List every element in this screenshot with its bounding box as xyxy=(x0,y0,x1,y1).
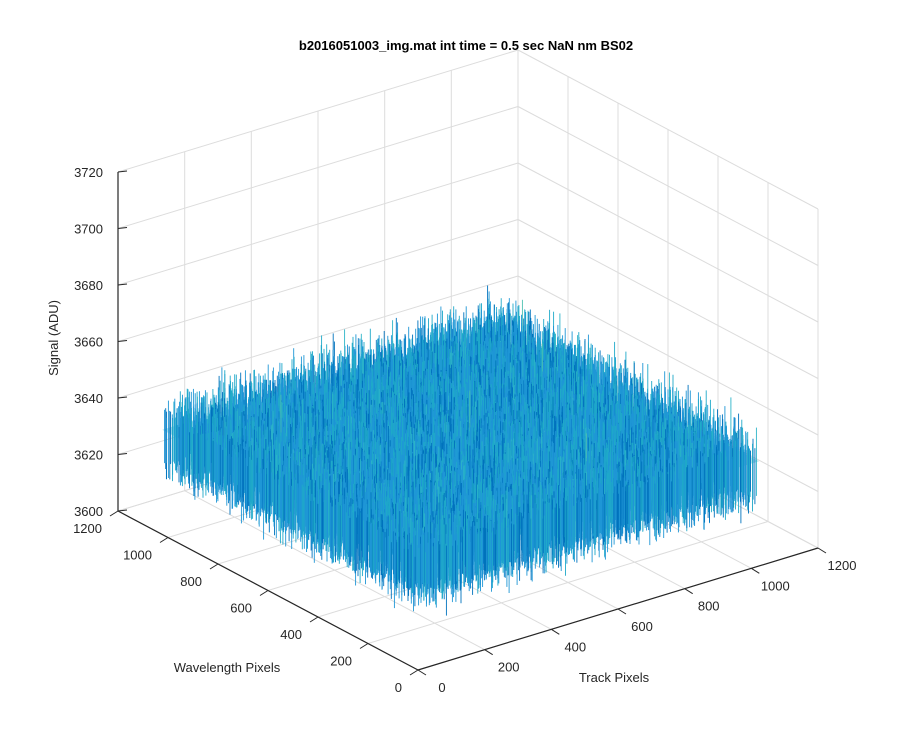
floor-grid-line xyxy=(367,521,769,644)
right-wall-grid-line xyxy=(517,106,819,266)
right-wall-grid-line xyxy=(517,49,819,210)
chart-title: b2016051003_img.mat int time = 0.5 sec N… xyxy=(299,38,633,53)
right-wall-grid-line xyxy=(517,219,819,379)
right-wall-grid-line xyxy=(517,275,819,436)
right-wall-grid-line xyxy=(517,162,819,323)
back-wall-grid-line xyxy=(117,219,519,342)
back-wall-grid-line xyxy=(117,275,519,399)
back-wall-grid-line xyxy=(117,49,519,173)
surface-mesh xyxy=(162,285,760,616)
back-wall-grid-line xyxy=(117,162,519,286)
back-wall-grid-line xyxy=(117,106,519,229)
